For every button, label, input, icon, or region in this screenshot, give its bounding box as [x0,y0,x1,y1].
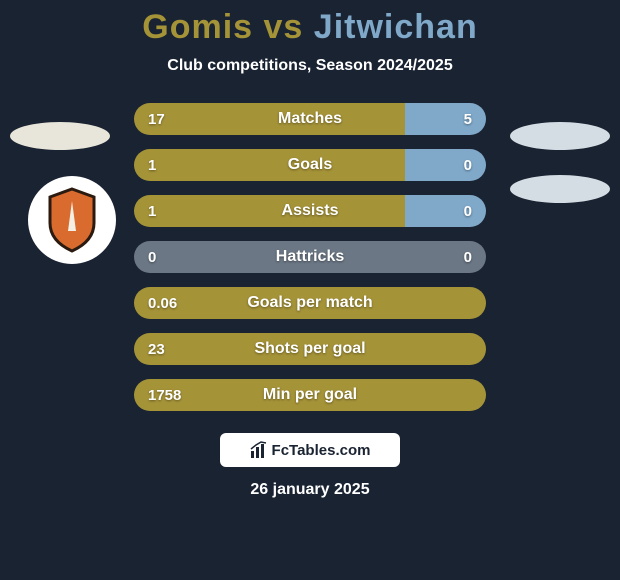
stat-bar-left-segment: 17 [134,103,405,135]
brand-pill: FcTables.com [220,433,400,467]
brand-text: FcTables.com [272,442,371,459]
stat-label: Goals per match [247,294,372,312]
stat-value-left: 1758 [134,387,181,404]
stat-bar-row: 1 0 Assists [134,195,486,227]
vs-text: vs [264,8,304,46]
player-right-blank-oval-1 [510,122,610,150]
stat-value-left: 0 [134,249,156,266]
stat-label: Shots per goal [254,340,365,358]
stat-label: Hattricks [276,248,344,266]
stat-value-right: 0 [464,249,486,266]
comparison-title: Gomis vs Jitwichan [0,8,620,47]
stat-label: Goals [288,156,332,174]
stat-bar-right-segment: 5 [405,103,486,135]
club-shield-icon [44,187,100,253]
stat-value-left: 17 [134,111,165,128]
stat-value-right: 5 [464,111,486,128]
stat-bar-row: 1758 Min per goal [134,379,486,411]
club-badge-left [28,176,116,264]
player-right-name: Jitwichan [314,8,478,46]
stat-value-left: 23 [134,341,165,358]
stat-bar-left-segment: 1 [134,149,405,181]
stat-bar-row: 17 5 Matches [134,103,486,135]
stat-bar-right-segment: 0 [405,149,486,181]
player-left-name: Gomis [142,8,253,46]
subtitle: Club competitions, Season 2024/2025 [0,57,620,75]
stat-label: Min per goal [263,386,357,404]
stat-bar-row: 1 0 Goals [134,149,486,181]
header: Gomis vs Jitwichan Club competitions, Se… [0,0,620,75]
stat-bar-row: 0.06 Goals per match [134,287,486,319]
date-text: 26 january 2025 [0,481,620,499]
stat-value-left: 1 [134,157,156,174]
stat-bar-row: 0 0 Hattricks [134,241,486,273]
stat-bar-row: 23 Shots per goal [134,333,486,365]
stat-bar-right-segment: 0 [405,195,486,227]
stat-value-right: 0 [464,157,486,174]
stat-label: Assists [282,202,339,220]
player-right-blank-oval-2 [510,175,610,203]
player-left-blank-oval [10,122,110,150]
stat-bar-left-segment: 1 [134,195,405,227]
stat-value-left: 0.06 [134,295,177,312]
stat-label: Matches [278,110,342,128]
stat-value-left: 1 [134,203,156,220]
brand-chart-icon [250,441,268,459]
stat-value-right: 0 [464,203,486,220]
